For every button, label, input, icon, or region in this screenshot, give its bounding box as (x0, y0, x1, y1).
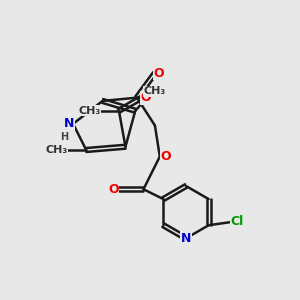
Text: N: N (181, 232, 191, 245)
Text: O: O (160, 150, 171, 163)
Text: H: H (60, 132, 68, 142)
Text: CH₃: CH₃ (144, 86, 166, 96)
Text: Cl: Cl (231, 215, 244, 229)
Text: O: O (140, 91, 151, 104)
Text: O: O (108, 183, 119, 196)
Text: CH₃: CH₃ (78, 106, 100, 116)
Text: CH₃: CH₃ (46, 145, 68, 155)
Text: N: N (64, 117, 74, 130)
Text: O: O (154, 67, 164, 80)
